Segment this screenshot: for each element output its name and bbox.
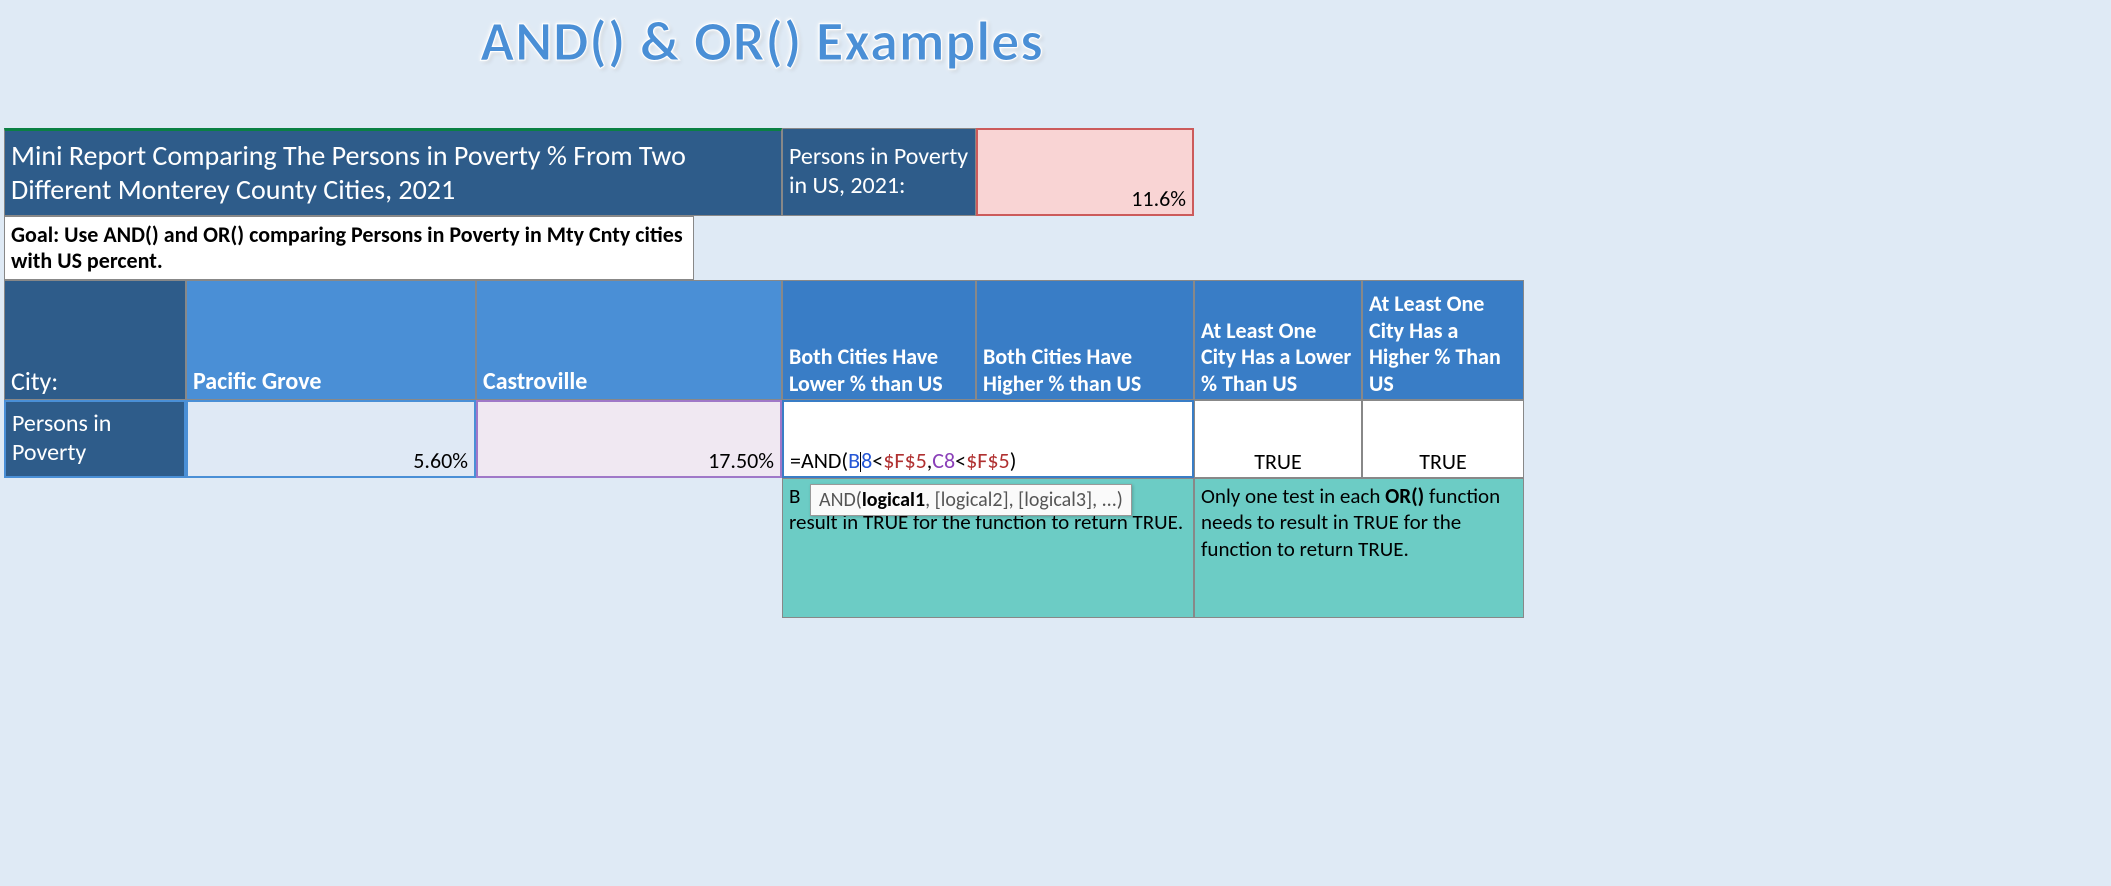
col-both-higher: Both Cities Have Higher % than US [976, 280, 1194, 400]
formula-cell-both-lower[interactable]: =AND(B8<$F$5,C8<$F$5) [782, 400, 1194, 478]
col-one-higher: At Least One City Has a Higher % Than US [1362, 280, 1524, 400]
city1-header: Pacific Grove [186, 280, 476, 400]
report-header: Mini Report Comparing The Persons in Pov… [4, 128, 782, 216]
city1-value[interactable]: 5.60% [186, 400, 476, 478]
page-title: AND() & OR() Examples [0, 8, 1524, 76]
spreadsheet-canvas: AND() & OR() Examples Mini Report Compar… [0, 0, 1524, 640]
result-one-higher[interactable]: TRUE [1362, 400, 1524, 478]
function-tooltip[interactable]: AND(logical1, [logical2], [logical3], ..… [810, 484, 1132, 516]
col-one-lower: At Least One City Has a Lower % Than US [1194, 280, 1362, 400]
goal-text: Goal: Use AND() and OR() comparing Perso… [4, 216, 694, 280]
formula-text: =AND(B8<$F$5,C8<$F$5) [790, 448, 1016, 474]
persons-poverty-row-label: Persons in Poverty [4, 400, 186, 478]
note-or: Only one test in each OR() function need… [1194, 478, 1524, 618]
city-row-label: City: [4, 280, 186, 400]
city2-header: Castroville [476, 280, 782, 400]
result-one-lower[interactable]: TRUE [1194, 400, 1362, 478]
col-both-lower: Both Cities Have Lower % than US [782, 280, 976, 400]
us-poverty-label: Persons in Poverty in US, 2021: [782, 128, 976, 216]
city2-value[interactable]: 17.50% [476, 400, 782, 478]
us-poverty-value[interactable]: 11.6% [976, 128, 1194, 216]
